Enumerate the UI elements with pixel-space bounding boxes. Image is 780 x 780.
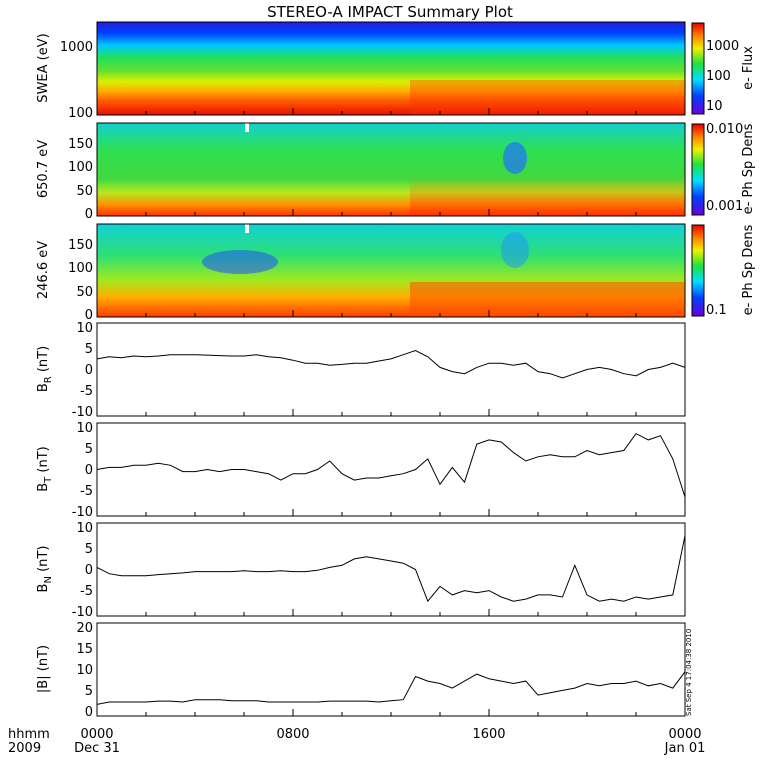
bt-ytick-4: -10 bbox=[72, 505, 93, 520]
swea-colorbar bbox=[691, 22, 705, 115]
bt-ylabel: BT (nT) bbox=[36, 446, 54, 492]
bmag-ylabel-unit: (nT) bbox=[36, 645, 51, 675]
swea-ytick-100: 100 bbox=[68, 106, 93, 121]
swea-spectrogram bbox=[97, 22, 685, 115]
swea-ylabel: SWEA (eV) bbox=[36, 33, 51, 102]
bt-ytick-1: 5 bbox=[85, 442, 93, 457]
br-ylabel-sub: R bbox=[43, 376, 54, 383]
bmag-ytick-2: 10 bbox=[76, 663, 93, 678]
bmag-ytick-0: 20 bbox=[76, 621, 93, 636]
bn-panel: 10 5 0 -5 -10 BN (nT) bbox=[36, 521, 686, 620]
bn-ytick-1: 5 bbox=[85, 542, 93, 557]
swea-panel: 1000 100 SWEA (eV) 1000 100 10 e- Flux bbox=[36, 21, 756, 121]
xtick-0000-end: 0000 bbox=[668, 727, 701, 742]
br-ylabel-unit: (nT) bbox=[36, 346, 51, 376]
pad-246-ytick-50: 50 bbox=[76, 285, 93, 300]
pad-246-data-gap bbox=[245, 224, 249, 233]
xdate-end: Jan 01 bbox=[664, 741, 706, 756]
pad-650-ytick-150: 150 bbox=[68, 137, 93, 152]
swea-cbar-tick-10: 10 bbox=[706, 99, 723, 114]
bt-series-line bbox=[96, 432, 686, 498]
bn-ytick-0: 10 bbox=[76, 521, 93, 536]
timestamp-stamp: Sat Sep 4 17:04:38 2010 bbox=[685, 629, 693, 716]
xlabel-hhmm: hhmm bbox=[8, 727, 50, 742]
pad-246-enhancement bbox=[410, 282, 685, 317]
bt-panel: 10 5 0 -5 -10 BT (nT) bbox=[36, 421, 686, 520]
br-ytick-0: 10 bbox=[76, 321, 93, 336]
pad-246-colorbar bbox=[691, 224, 705, 317]
bmag-ylabel: |B| (nT) bbox=[36, 645, 51, 693]
bt-frame bbox=[96, 422, 686, 517]
pad-246-ytick-100: 100 bbox=[68, 261, 93, 276]
bn-frame bbox=[96, 522, 686, 617]
x-tick-marks bbox=[96, 108, 686, 716]
bn-ylabel-unit: (nT) bbox=[36, 546, 51, 576]
xdate-start: Dec 31 bbox=[74, 741, 120, 756]
bn-ylabel: BN (nT) bbox=[36, 546, 54, 593]
figure-title: STEREO-A IMPACT Summary Plot bbox=[267, 3, 513, 21]
bn-ylabel-main: B bbox=[36, 584, 51, 593]
swea-cbar-label: e- Flux bbox=[741, 46, 756, 90]
pad-246-ytick-150: 150 bbox=[68, 238, 93, 253]
br-frame bbox=[96, 322, 686, 417]
swea-enhancement bbox=[410, 80, 685, 115]
bmag-ytick-4: 0 bbox=[85, 705, 93, 720]
xtick-1600: 1600 bbox=[472, 727, 505, 742]
pad-246-depletion-2 bbox=[501, 232, 529, 268]
bmag-ytick-1: 15 bbox=[76, 642, 93, 657]
pad-246-cbar-label: e- Ph Sp Dens bbox=[741, 224, 756, 315]
bt-ytick-2: 0 bbox=[85, 463, 93, 478]
pad-650-ytick-50: 50 bbox=[76, 184, 93, 199]
br-ylabel: BR (nT) bbox=[36, 346, 54, 392]
br-series-line bbox=[96, 349, 686, 379]
bmag-ytick-3: 5 bbox=[85, 684, 93, 699]
pad-650-enhancement bbox=[410, 175, 685, 216]
bt-ytick-0: 10 bbox=[76, 421, 93, 436]
pad-246-ytick-0: 0 bbox=[85, 308, 93, 323]
bt-ytick-3: -5 bbox=[80, 484, 93, 499]
br-ytick-2: 0 bbox=[85, 363, 93, 378]
pad-650-ytick-0: 0 bbox=[85, 207, 93, 222]
br-panel: 10 5 0 -5 -10 BR (nT) bbox=[36, 321, 686, 420]
bn-ytick-2: 0 bbox=[85, 563, 93, 578]
pad-650-ytick-100: 100 bbox=[68, 160, 93, 175]
swea-ytick-1000: 1000 bbox=[60, 40, 93, 55]
br-ytick-1: 5 bbox=[85, 342, 93, 357]
bt-ylabel-unit: (nT) bbox=[36, 446, 51, 476]
pad-650-cbar-tick-0: 0.010 bbox=[706, 122, 743, 137]
pad-650-cbar-label: e- Ph Sp Dens bbox=[741, 123, 756, 214]
pad-650-colorbar bbox=[691, 123, 705, 216]
bn-ytick-4: -10 bbox=[72, 605, 93, 620]
pad-246-depletion-1 bbox=[202, 250, 278, 274]
bn-ylabel-sub: N bbox=[43, 576, 54, 583]
swea-cbar-tick-1000: 1000 bbox=[706, 39, 739, 54]
pad-650-data-gap bbox=[245, 123, 249, 132]
br-ylabel-main: B bbox=[36, 383, 51, 392]
bmag-ylabel-main: |B| bbox=[36, 675, 51, 693]
bmag-panel: 20 15 10 5 0 |B| (nT) Sat Sep 4 17:04:38… bbox=[36, 621, 693, 720]
swea-cbar-tick-100: 100 bbox=[706, 69, 731, 84]
bt-ylabel-sub: T bbox=[43, 476, 54, 484]
pad-650-panel: 150 100 50 0 650.7 eV 0.010 0.001 e- Ph … bbox=[36, 122, 756, 222]
pad-246-panel: 150 100 50 0 246.6 eV 0.1 e- Ph Sp Dens bbox=[36, 223, 756, 323]
bmag-series-line bbox=[96, 671, 686, 705]
xtick-0000-start: 0000 bbox=[80, 727, 113, 742]
pad-650-depletion bbox=[503, 142, 527, 174]
pad-246-ylabel: 246.6 eV bbox=[36, 241, 51, 299]
pad-650-cbar-tick-1: 0.001 bbox=[706, 199, 743, 214]
pad-650-ylabel: 650.7 eV bbox=[36, 140, 51, 198]
br-ytick-4: -10 bbox=[72, 405, 93, 420]
bn-ytick-3: -5 bbox=[80, 584, 93, 599]
pad-246-cbar-tick-0: 0.1 bbox=[706, 303, 727, 318]
bn-series-line bbox=[96, 535, 686, 603]
xlabel-year: 2009 bbox=[8, 741, 41, 756]
xtick-0800: 0800 bbox=[276, 727, 309, 742]
br-ytick-3: -5 bbox=[80, 384, 93, 399]
bt-ylabel-main: B bbox=[36, 483, 51, 492]
